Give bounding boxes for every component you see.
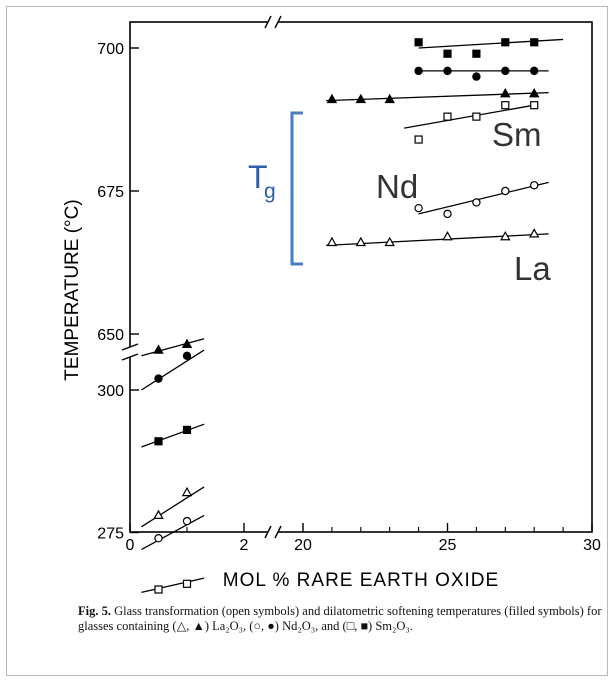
x-break-gap: [268, 18, 278, 26]
y-tick-label: 700: [97, 41, 124, 58]
y-tick-label: 300: [97, 383, 124, 400]
data-point-square-open: [443, 112, 452, 121]
fit-line: [418, 38, 564, 49]
data-point-square-filled: [472, 49, 481, 58]
x-tick-label: 25: [439, 537, 457, 554]
data-point-square-open: [154, 585, 163, 594]
data-point-triangle-open: [528, 228, 540, 238]
annotations: T g Sm Nd La: [248, 111, 551, 287]
data-point-circle-open: [414, 203, 423, 213]
data-point-triangle-filled: [528, 88, 540, 98]
x-tick-label: 30: [583, 537, 601, 554]
x-tick-label: 2: [240, 537, 249, 554]
x-break-mark: [264, 525, 272, 539]
data-point-triangle-filled: [384, 93, 395, 104]
data-point-circle-filled: [154, 374, 163, 383]
data-point-circle-filled: [530, 66, 539, 76]
tg-label: T: [248, 159, 268, 195]
data-point-square-open: [501, 101, 510, 110]
data-point-square-filled: [414, 38, 423, 47]
data-point-circle-filled: [443, 66, 452, 76]
data-point-square-open: [182, 579, 192, 588]
figure-caption: Fig. 5. Glass transformation (open symbo…: [78, 604, 608, 633]
data-point-circle-open: [472, 198, 481, 207]
y-tick-label: 275: [97, 526, 124, 543]
label-sm: Sm: [492, 116, 542, 153]
fit-line: [404, 104, 535, 129]
label-la: La: [514, 250, 551, 287]
data-point-circle-filled: [472, 72, 481, 81]
caption-fig-number: Fig. 5.: [78, 604, 111, 618]
data-point-square-open: [472, 112, 481, 121]
data-point-square-filled: [530, 38, 539, 47]
data-point-square-filled: [501, 38, 510, 47]
y-break-mark: [121, 353, 139, 361]
data-point-circle-filled: [501, 66, 510, 76]
fit-line: [141, 486, 205, 528]
data-point-square-filled: [154, 437, 163, 446]
y-tick-label: 675: [97, 184, 124, 201]
x-break-mark: [274, 15, 282, 29]
chart: 25027530065067570002202530MOL % RARE EAR…: [62, 15, 601, 594]
label-nd: Nd: [376, 168, 418, 205]
fit-line: [141, 514, 205, 551]
data-point-circle-open: [154, 534, 163, 543]
y-break-gap: [126, 347, 134, 357]
fit-line: [418, 181, 549, 215]
data-point-triangle-open: [153, 509, 164, 519]
x-tick-label: 20: [294, 537, 312, 554]
fit-line: [141, 338, 205, 357]
data-point-triangle-open: [384, 236, 395, 247]
data-point-circle-open: [443, 209, 452, 219]
figure-frame: [6, 6, 608, 676]
data-point-triangle-open: [355, 236, 367, 247]
data-point-square-open: [530, 101, 539, 110]
x-axis-label: MOL % RARE EARTH OXIDE: [223, 570, 499, 591]
data-point-circle-filled: [414, 66, 423, 76]
fit-line: [141, 577, 205, 593]
data-point-triangle-filled: [500, 88, 511, 98]
x-break-mark: [264, 15, 272, 29]
y-tick-label: 650: [97, 327, 124, 344]
data-point-square-open: [414, 135, 423, 144]
data-point-circle-open: [530, 181, 539, 190]
data-point-triangle-open: [500, 231, 511, 241]
data-point-circle-open: [182, 516, 192, 526]
x-tick-label: 0: [126, 537, 135, 554]
caption-text: Glass transformation (open symbols) and …: [78, 604, 602, 633]
x-break-gap: [268, 528, 278, 536]
marks: [141, 38, 564, 594]
data-point-circle-filled: [182, 351, 192, 360]
fit-line: [141, 349, 205, 391]
data-point-square-filled: [182, 425, 192, 434]
data-point-square-filled: [443, 49, 452, 58]
axes: 25027530065067570002202530MOL % RARE EAR…: [62, 15, 601, 591]
y-break-mark: [121, 343, 139, 351]
data-point-triangle-filled: [181, 338, 193, 348]
data-point-triangle-filled: [153, 344, 164, 354]
tg-bracket: [290, 111, 303, 266]
data-point-circle-open: [501, 186, 510, 196]
data-point-triangle-filled: [326, 93, 338, 104]
data-point-triangle-open: [442, 231, 453, 241]
data-point-triangle-filled: [355, 93, 367, 104]
data-point-triangle-open: [326, 236, 338, 247]
fit-line: [141, 423, 205, 448]
tg-subscript: g: [264, 180, 276, 203]
x-break-mark: [274, 525, 282, 539]
data-point-triangle-open: [181, 486, 193, 497]
y-axis-label: TEMPERATURE (°C): [62, 199, 83, 380]
